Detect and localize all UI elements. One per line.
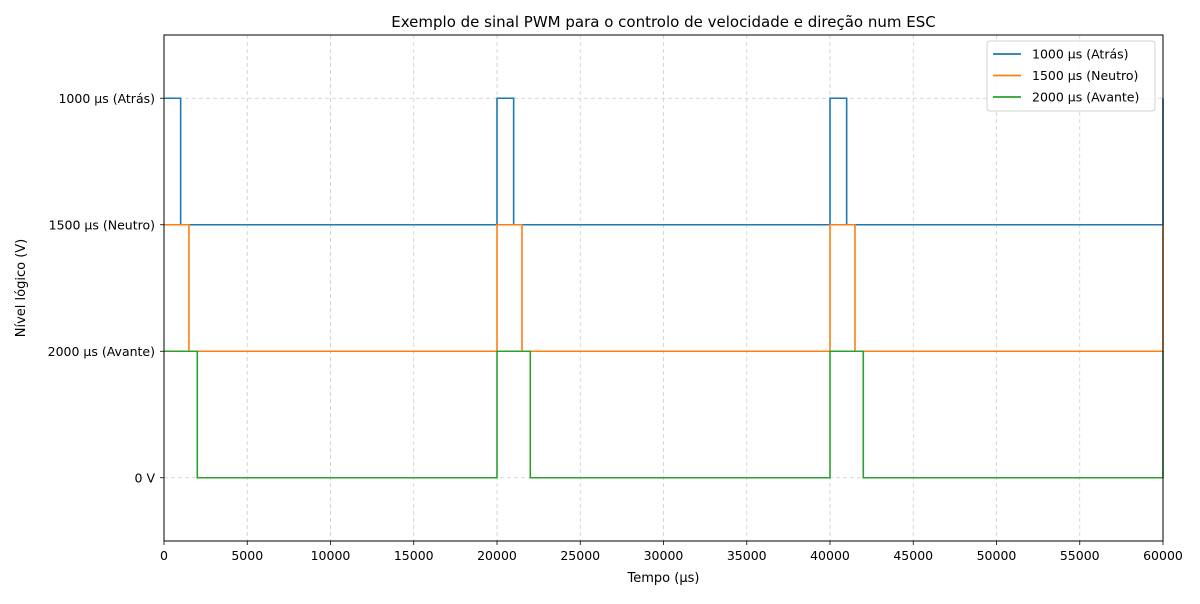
x-tick-label: 45000 [893,548,933,563]
x-axis-label: Tempo (µs) [627,571,700,586]
y-tick-label: 0 V [135,470,156,485]
legend-label-0: 1000 µs (Atrás) [1032,47,1129,62]
x-tick-label: 20000 [477,548,517,563]
chart-title: Exemplo de sinal PWM para o controlo de … [391,13,935,31]
x-tick-label: 50000 [977,548,1017,563]
x-tick-label: 15000 [394,548,434,563]
x-tick-label: 60000 [1143,548,1183,563]
y-tick-label: 1000 µs (Atrás) [58,91,155,106]
x-tick-label: 25000 [560,548,600,563]
y-tick-label: 1500 µs (Neutro) [49,217,155,232]
x-tick-label: 5000 [231,548,263,563]
series-line-2 [164,350,1164,479]
x-tick-label: 35000 [727,548,767,563]
legend-box [986,40,1156,112]
x-tick-label: 30000 [644,548,684,563]
legend-label-1: 1500 µs (Neutro) [1032,68,1138,83]
legend: 1000 µs (Atrás) 1500 µs (Neutro) 2000 µs (… [986,40,1156,112]
x-tick-label: 10000 [311,548,351,563]
legend-label-2: 2000 µs (Avante) [1032,90,1139,105]
y-axis-label: Nível lógico (V) [14,239,29,337]
x-tick-label: 0 [160,548,168,563]
tick-layer: 0 5000 10000 15000 20000 25000 30000 35000 40000… [48,91,1183,563]
series-layer [164,97,1164,479]
y-tick-label: 2000 µs (Avante) [48,344,155,359]
x-tick-label: 40000 [810,548,850,563]
x-tick-label: 55000 [1060,548,1100,563]
